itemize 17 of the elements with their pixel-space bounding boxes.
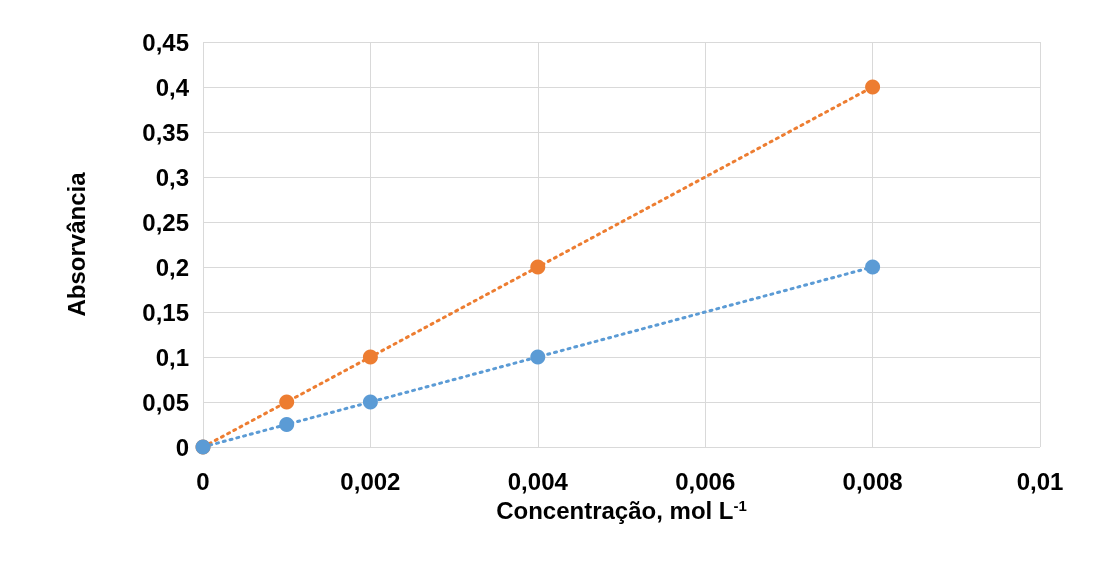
x-tick-label: 0 xyxy=(196,467,210,495)
y-tick-label: 0,15 xyxy=(142,298,189,326)
x-tick-label: 0,008 xyxy=(842,467,903,495)
x-tick-label: 0,01 xyxy=(1016,467,1064,495)
x-tick-label: 0,002 xyxy=(340,467,401,495)
y-tick-label: 0,45 xyxy=(142,28,189,56)
x-tick-label: 0,004 xyxy=(507,467,569,495)
y-tick-label: 0,1 xyxy=(155,343,189,371)
y-tick-label: 0,05 xyxy=(142,388,189,416)
y-tick-label: 0,3 xyxy=(155,163,189,191)
x-tick-label: 0,006 xyxy=(675,467,736,495)
y-tick-label: 0,2 xyxy=(155,253,189,281)
y-tick-label: 0 xyxy=(175,433,189,461)
y-axis-title: Absorvância xyxy=(62,171,90,317)
y-tick-label: 0,25 xyxy=(142,208,189,236)
y-tick-label: 0,4 xyxy=(155,73,190,101)
y-tick-label: 0,35 xyxy=(142,118,189,146)
